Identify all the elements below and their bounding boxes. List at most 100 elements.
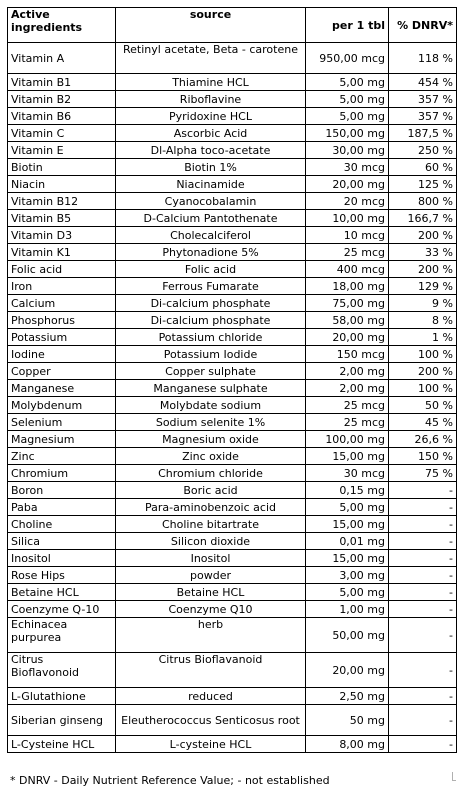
dnrv-cell: 100 % [388, 379, 457, 397]
table-row: Phosphorus Di-calcium phosphate 58,00 mg 8 … [7, 311, 457, 329]
source-cell: Manganese sulphate [115, 379, 306, 397]
table-row: Copper Copper sulphate 2,00 mg 200 % [7, 362, 457, 380]
ingredient-cell: Iron [7, 277, 116, 295]
source-cell: reduced [115, 687, 306, 705]
dnrv-cell: 357 % [388, 107, 457, 125]
table-row: Niacin Niacinamide 20,00 mg 125 % [7, 175, 457, 193]
header-row: Active ingredients source per 1 tbl % DN… [7, 7, 457, 43]
source-cell: Phytonadione 5% [115, 243, 306, 261]
ingredient-cell: Biotin [7, 158, 116, 176]
dnrv-cell: 125 % [388, 175, 457, 193]
amount-cell: 1,00 mg [305, 600, 389, 618]
amount-cell: 0,15 mg [305, 481, 389, 499]
amount-cell: 25 mcg [305, 396, 389, 414]
source-cell: Cholecalciferol [115, 226, 306, 244]
source-cell: Copper sulphate [115, 362, 306, 380]
dnrv-cell: - [388, 566, 457, 584]
amount-cell: 950,00 mcg [305, 42, 389, 74]
amount-cell: 15,00 mg [305, 515, 389, 533]
amount-cell: 8,00 mg [305, 735, 389, 753]
source-cell: Cyanocobalamin [115, 192, 306, 210]
amount-cell: 10,00 mg [305, 209, 389, 227]
table-row: Potassium Potassium chloride 20,00 mg 1 % [7, 328, 457, 346]
ingredient-cell: Coenzyme Q-10 [7, 600, 116, 618]
ingredient-cell: Vitamin B6 [7, 107, 116, 125]
ingredient-cell: Phosphorus [7, 311, 116, 329]
dnrv-cell: - [388, 583, 457, 601]
ingredient-cell: Citrus Bioflavonoid [7, 652, 116, 688]
ingredient-cell: L-Glutathione [7, 687, 116, 705]
ingredient-cell: L-Cysteine HCL [7, 735, 116, 753]
ingredient-cell: Copper [7, 362, 116, 380]
ingredient-cell: Manganese [7, 379, 116, 397]
table-row: Inositol Inositol 15,00 mg - [7, 549, 457, 567]
ingredient-cell: Paba [7, 498, 116, 516]
source-cell: Para-aminobenzoic acid [115, 498, 306, 516]
table-row: Folic acid Folic acid 400 mcg 200 % [7, 260, 457, 278]
amount-cell: 3,00 mg [305, 566, 389, 584]
source-cell: Pyridoxine HCL [115, 107, 306, 125]
dnrv-cell: 187,5 % [388, 124, 457, 142]
ingredient-cell: Molybdenum [7, 396, 116, 414]
header-dnrv: % DNRV* [388, 7, 457, 43]
dnrv-cell: 200 % [388, 362, 457, 380]
amount-cell: 30 mcg [305, 464, 389, 482]
source-cell: Coenzyme Q10 [115, 600, 306, 618]
dnrv-cell: 250 % [388, 141, 457, 159]
table-row: Biotin Biotin 1% 30 mcg 60 % [7, 158, 457, 176]
dnrv-cell: - [388, 600, 457, 618]
source-cell: Thiamine HCL [115, 73, 306, 91]
dnrv-cell: - [388, 481, 457, 499]
table-row: Vitamin D3 Cholecalciferol 10 mcg 200 % [7, 226, 457, 244]
table-row: Coenzyme Q-10 Coenzyme Q10 1,00 mg - [7, 600, 457, 618]
source-cell: Potassium chloride [115, 328, 306, 346]
dnrv-cell: 166,7 % [388, 209, 457, 227]
amount-cell: 2,00 mg [305, 362, 389, 380]
dnrv-cell: 1 % [388, 328, 457, 346]
amount-cell: 150,00 mg [305, 124, 389, 142]
amount-cell: 2,00 mg [305, 379, 389, 397]
ingredient-cell: Vitamin K1 [7, 243, 116, 261]
dnrv-cell: 75 % [388, 464, 457, 482]
table-row: Vitamin A Retinyl acetate, Beta - caroten… [7, 42, 457, 74]
dnrv-cell: 200 % [388, 260, 457, 278]
table-row: Vitamin K1 Phytonadione 5% 25 mcg 33 % [7, 243, 457, 261]
amount-cell: 18,00 mg [305, 277, 389, 295]
dnrv-cell: 9 % [388, 294, 457, 312]
ingredient-cell: Siberian ginseng [7, 704, 116, 736]
ingredient-cell: Vitamin E [7, 141, 116, 159]
amount-cell: 30 mcg [305, 158, 389, 176]
table-row: Magnesium Magnesium oxide 100,00 mg 26,6 % [7, 430, 457, 448]
source-cell: Zinc oxide [115, 447, 306, 465]
table-row: Vitamin B12 Cyanocobalamin 20 mcg 800 % [7, 192, 457, 210]
ingredient-cell: Iodine [7, 345, 116, 363]
dnrv-cell: 129 % [388, 277, 457, 295]
ingredient-cell: Silica [7, 532, 116, 550]
amount-cell: 5,00 mg [305, 90, 389, 108]
source-cell: Silicon dioxide [115, 532, 306, 550]
dnrv-cell: 50 % [388, 396, 457, 414]
source-cell: Niacinamide [115, 175, 306, 193]
source-cell: powder [115, 566, 306, 584]
amount-cell: 10 mcg [305, 226, 389, 244]
source-cell: Magnesium oxide [115, 430, 306, 448]
amount-cell: 15,00 mg [305, 447, 389, 465]
table-row: Vitamin B1 Thiamine HCL 5,00 mg 454 % [7, 73, 457, 91]
ingredient-cell: Inositol [7, 549, 116, 567]
source-cell: D-Calcium Pantothenate [115, 209, 306, 227]
amount-cell: 400 mcg [305, 260, 389, 278]
table-row: Paba Para-aminobenzoic acid 5,00 mg - [7, 498, 457, 516]
table-row: L-Glutathione reduced 2,50 mg - [7, 687, 457, 705]
amount-cell: 2,50 mg [305, 687, 389, 705]
amount-cell: 5,00 mg [305, 583, 389, 601]
source-cell: Betaine HCL [115, 583, 306, 601]
ingredient-cell: Rose Hips [7, 566, 116, 584]
source-cell: Citrus Bioflavanoid [115, 652, 306, 688]
source-cell: Choline bitartrate [115, 515, 306, 533]
amount-cell: 25 mcg [305, 243, 389, 261]
table-row: Citrus Bioflavonoid Citrus Bioflavanoid 20… [7, 652, 457, 688]
table-row: Manganese Manganese sulphate 2,00 mg 100 % [7, 379, 457, 397]
source-cell: Riboflavine [115, 90, 306, 108]
dnrv-cell: - [388, 549, 457, 567]
source-cell: Di-calcium phosphate [115, 294, 306, 312]
